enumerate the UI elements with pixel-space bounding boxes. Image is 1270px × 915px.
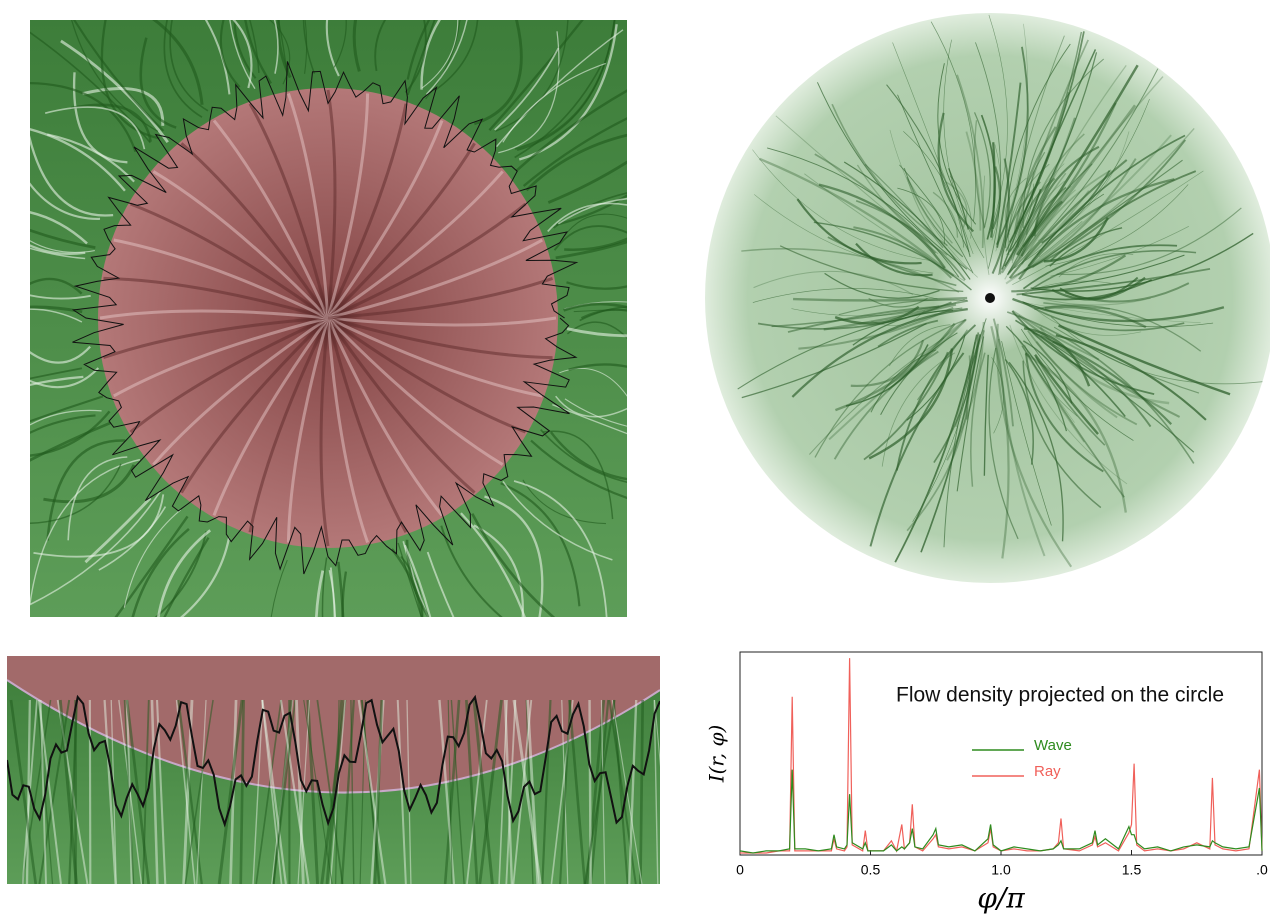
x-tick-label: 0.5 [861, 862, 881, 878]
chart: 0 0.5 1.0 1.5 .0 Flow density projected on th… [705, 652, 1269, 915]
chart-title: Flow density projected on the circle [896, 684, 1224, 707]
legend-label: Wave [1034, 737, 1072, 754]
x-tick-label: .0 [1256, 862, 1268, 878]
y-axis-label: I(r, φ) [705, 725, 729, 784]
center-point [985, 293, 995, 303]
flow-image-top-right [705, 13, 1270, 583]
x-tick-label: 0 [736, 862, 744, 878]
x-axis-label: φ/π [977, 882, 1025, 915]
x-tick-label: 1.0 [991, 862, 1011, 878]
flow-image-top-left [0, 0, 758, 767]
x-tick-label: 1.5 [1122, 862, 1142, 878]
legend-label: Ray [1034, 763, 1061, 780]
plot-frame [740, 652, 1262, 855]
flow-image-bottom-left [7, 656, 671, 884]
figure: 0 0.5 1.0 1.5 .0 Flow density projected on th… [0, 0, 1270, 915]
